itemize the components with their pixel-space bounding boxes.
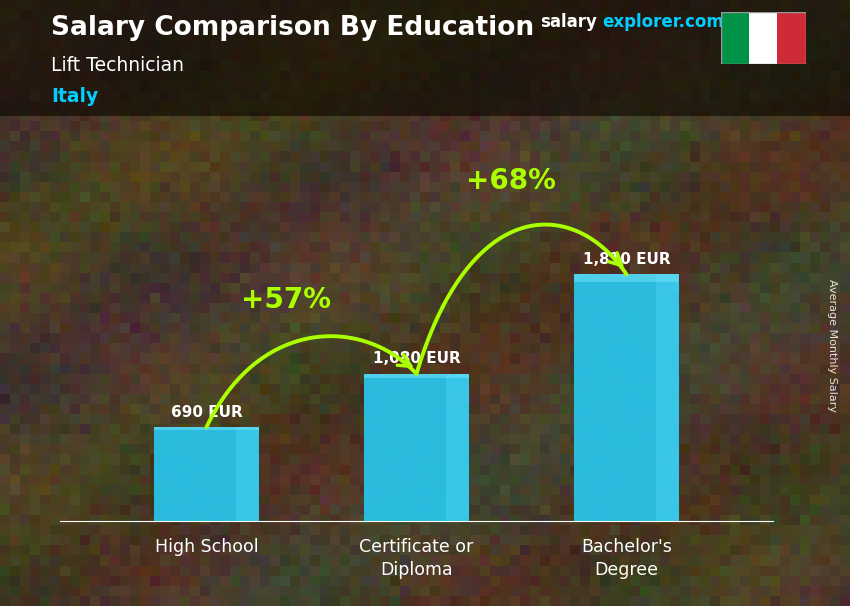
Text: explorer.com: explorer.com <box>602 13 723 32</box>
Bar <box>0 0 850 116</box>
Text: Salary Comparison By Education: Salary Comparison By Education <box>51 15 534 41</box>
Bar <box>364 374 469 521</box>
Text: salary: salary <box>540 13 597 32</box>
Bar <box>446 374 469 521</box>
Text: 1,810 EUR: 1,810 EUR <box>583 252 671 267</box>
Text: Lift Technician: Lift Technician <box>51 56 184 75</box>
Bar <box>364 374 469 378</box>
Bar <box>721 12 749 64</box>
Text: Italy: Italy <box>51 87 99 105</box>
Bar <box>749 12 778 64</box>
Bar <box>656 275 679 521</box>
Text: +68%: +68% <box>466 167 556 195</box>
Bar <box>236 427 259 521</box>
Bar <box>574 275 679 521</box>
Bar <box>154 427 259 521</box>
Text: 1,080 EUR: 1,080 EUR <box>372 351 461 367</box>
Text: +57%: +57% <box>241 286 332 314</box>
Text: Average Monthly Salary: Average Monthly Salary <box>827 279 837 412</box>
Text: 690 EUR: 690 EUR <box>171 405 242 419</box>
Bar <box>574 275 679 282</box>
Bar <box>778 12 806 64</box>
Bar <box>154 427 259 430</box>
